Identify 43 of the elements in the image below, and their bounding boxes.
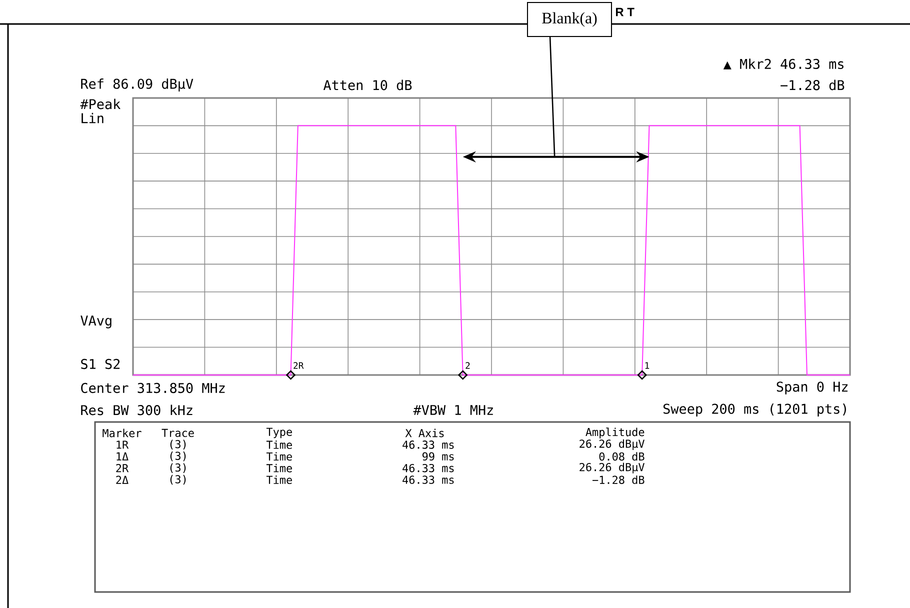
text: Amplitude (586, 428, 644, 438)
text: Center 313.850 MHz (81, 382, 225, 394)
text: 46.33 ms (402, 464, 454, 472)
text: (3) (170, 474, 186, 485)
text: Atten 10 dB (323, 80, 412, 90)
text: 46.33 ms (402, 476, 454, 484)
text: Lin (82, 112, 104, 124)
text: Time (266, 440, 292, 449)
text: Marker (102, 428, 142, 438)
text: Sweep 200 ms (1201 pts) (663, 403, 846, 416)
text: −1.28 dB (780, 80, 844, 90)
text: #Peak (80, 98, 120, 110)
text: #VBW 1 MHz (413, 405, 493, 415)
text: 2R (116, 464, 129, 472)
text: Time (266, 464, 292, 472)
text: 2Δ (116, 476, 128, 484)
text: (3) (170, 440, 186, 450)
text: 0.08 dB (599, 452, 644, 461)
text: Span 0 Hz (776, 382, 848, 394)
text: (3) (170, 452, 186, 462)
text: −1.28 dB (592, 476, 644, 484)
text: Time (266, 452, 292, 461)
text: 26.26 dBµV (580, 439, 644, 450)
text: ▲ Mkr2 46.33 ms (723, 58, 844, 70)
text: R T (616, 8, 634, 16)
annotation: 2 (466, 362, 470, 369)
text: S1 S2 (81, 358, 120, 370)
text: 46.33 ms (402, 440, 454, 449)
text: Res BW 300 kHz (81, 404, 192, 416)
text: 99 ms (422, 452, 454, 461)
text: Type (266, 428, 292, 438)
text: VAvg (80, 316, 112, 328)
text: Time (266, 476, 292, 484)
text: 1R (116, 440, 129, 449)
text: Trace (162, 428, 194, 438)
text: Ref 86.09 dBµV (81, 78, 194, 92)
annotation: 2R (294, 362, 304, 369)
annotation: 1 (645, 362, 650, 369)
text: Blank(a) (542, 12, 597, 27)
text: X Axis (405, 428, 444, 438)
text: 26.26 dBµV (580, 462, 644, 474)
text: (3) (170, 463, 186, 473)
text: 1Δ (116, 452, 128, 460)
